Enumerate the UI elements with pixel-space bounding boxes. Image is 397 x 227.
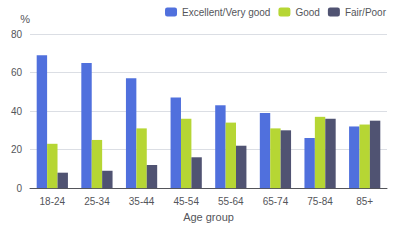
svg-text:0: 0 bbox=[16, 183, 22, 194]
svg-text:40: 40 bbox=[11, 106, 23, 117]
svg-text:80: 80 bbox=[11, 29, 23, 40]
svg-text:25-34: 25-34 bbox=[84, 196, 110, 207]
svg-text:65-74: 65-74 bbox=[263, 196, 289, 207]
svg-text:85+: 85+ bbox=[356, 196, 373, 207]
svg-text:%: % bbox=[20, 13, 30, 25]
svg-text:20: 20 bbox=[11, 144, 23, 155]
svg-text:60: 60 bbox=[11, 67, 23, 78]
svg-text:Good: Good bbox=[295, 7, 319, 18]
svg-text:45-54: 45-54 bbox=[173, 196, 199, 207]
svg-text:75-84: 75-84 bbox=[307, 196, 333, 207]
svg-text:Fair/Poor: Fair/Poor bbox=[345, 7, 387, 18]
svg-text:55-64: 55-64 bbox=[218, 196, 244, 207]
svg-text:Excellent/Very good: Excellent/Very good bbox=[182, 7, 270, 18]
svg-text:Age group: Age group bbox=[183, 211, 234, 223]
svg-text:18-24: 18-24 bbox=[40, 196, 66, 207]
svg-text:35-44: 35-44 bbox=[129, 196, 155, 207]
